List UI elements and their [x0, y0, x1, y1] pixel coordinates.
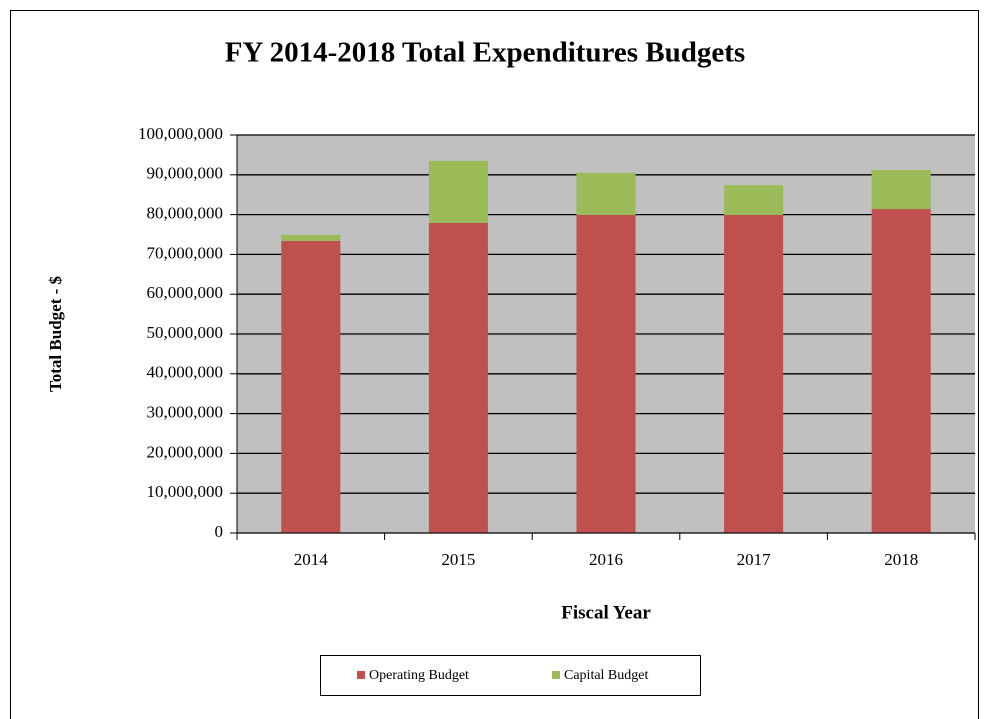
y-axis-label: Total Budget - $ — [46, 275, 65, 392]
bar-segment — [576, 214, 636, 534]
x-tick-label: 2017 — [737, 550, 772, 569]
bar-segment — [281, 240, 341, 534]
y-tick-label: 90,000,000 — [147, 164, 224, 183]
y-tick-label: 80,000,000 — [147, 204, 224, 223]
bar-segment — [871, 170, 931, 210]
bar-segment — [871, 209, 931, 533]
y-tick-label: 70,000,000 — [147, 243, 224, 262]
bar-segment — [724, 185, 784, 215]
y-tick-label: 100,000,000 — [138, 124, 223, 143]
x-axis-label: Fiscal Year — [561, 602, 651, 623]
x-tick-label: 2016 — [589, 550, 623, 569]
y-tick-label: 30,000,000 — [147, 403, 224, 422]
y-tick-label: 40,000,000 — [147, 363, 224, 382]
y-tick-label: 10,000,000 — [147, 482, 224, 501]
legend-swatch — [357, 671, 365, 679]
chart-title: FY 2014-2018 Total Expenditures Budgets — [225, 37, 745, 69]
x-tick-label: 2018 — [884, 550, 918, 569]
bar-segment — [281, 234, 341, 241]
bar-segment — [428, 222, 488, 533]
y-tick-label: 50,000,000 — [147, 323, 224, 342]
legend-box — [320, 655, 701, 696]
y-tick-label: 20,000,000 — [147, 442, 224, 461]
bar-segment — [428, 160, 488, 223]
x-tick-label: 2014 — [294, 550, 329, 569]
legend-swatch — [552, 671, 560, 679]
bar-segment — [724, 214, 784, 534]
y-tick-label: 60,000,000 — [147, 283, 224, 302]
x-tick-label: 2015 — [441, 550, 475, 569]
bar-segment — [576, 172, 636, 215]
legend-label: Operating Budget — [369, 668, 469, 683]
y-tick-label: 0 — [215, 522, 224, 541]
legend-label: Capital Budget — [564, 668, 648, 683]
